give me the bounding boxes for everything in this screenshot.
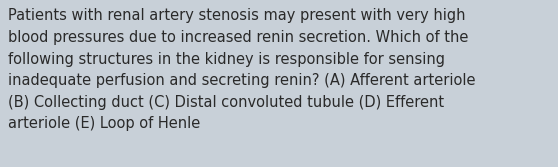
Text: Patients with renal artery stenosis may present with very high
blood pressures d: Patients with renal artery stenosis may … — [8, 8, 476, 131]
